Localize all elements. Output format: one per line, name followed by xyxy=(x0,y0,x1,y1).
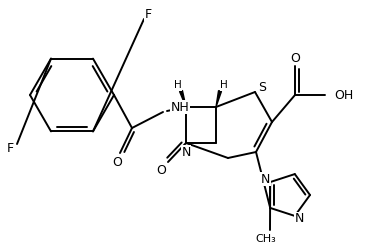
Text: OH: OH xyxy=(334,88,353,102)
Text: CH₃: CH₃ xyxy=(256,234,276,244)
Text: H: H xyxy=(220,80,228,90)
Polygon shape xyxy=(180,91,186,107)
Text: N: N xyxy=(295,212,305,226)
Text: F: F xyxy=(6,142,14,155)
Text: S: S xyxy=(258,81,266,94)
Polygon shape xyxy=(216,91,221,107)
Text: N: N xyxy=(261,173,270,185)
Text: NH: NH xyxy=(171,101,190,114)
Text: O: O xyxy=(112,156,122,168)
Text: O: O xyxy=(290,52,300,64)
Text: N: N xyxy=(181,145,191,159)
Text: O: O xyxy=(156,165,166,178)
Text: F: F xyxy=(144,7,152,21)
Text: H: H xyxy=(174,80,182,90)
